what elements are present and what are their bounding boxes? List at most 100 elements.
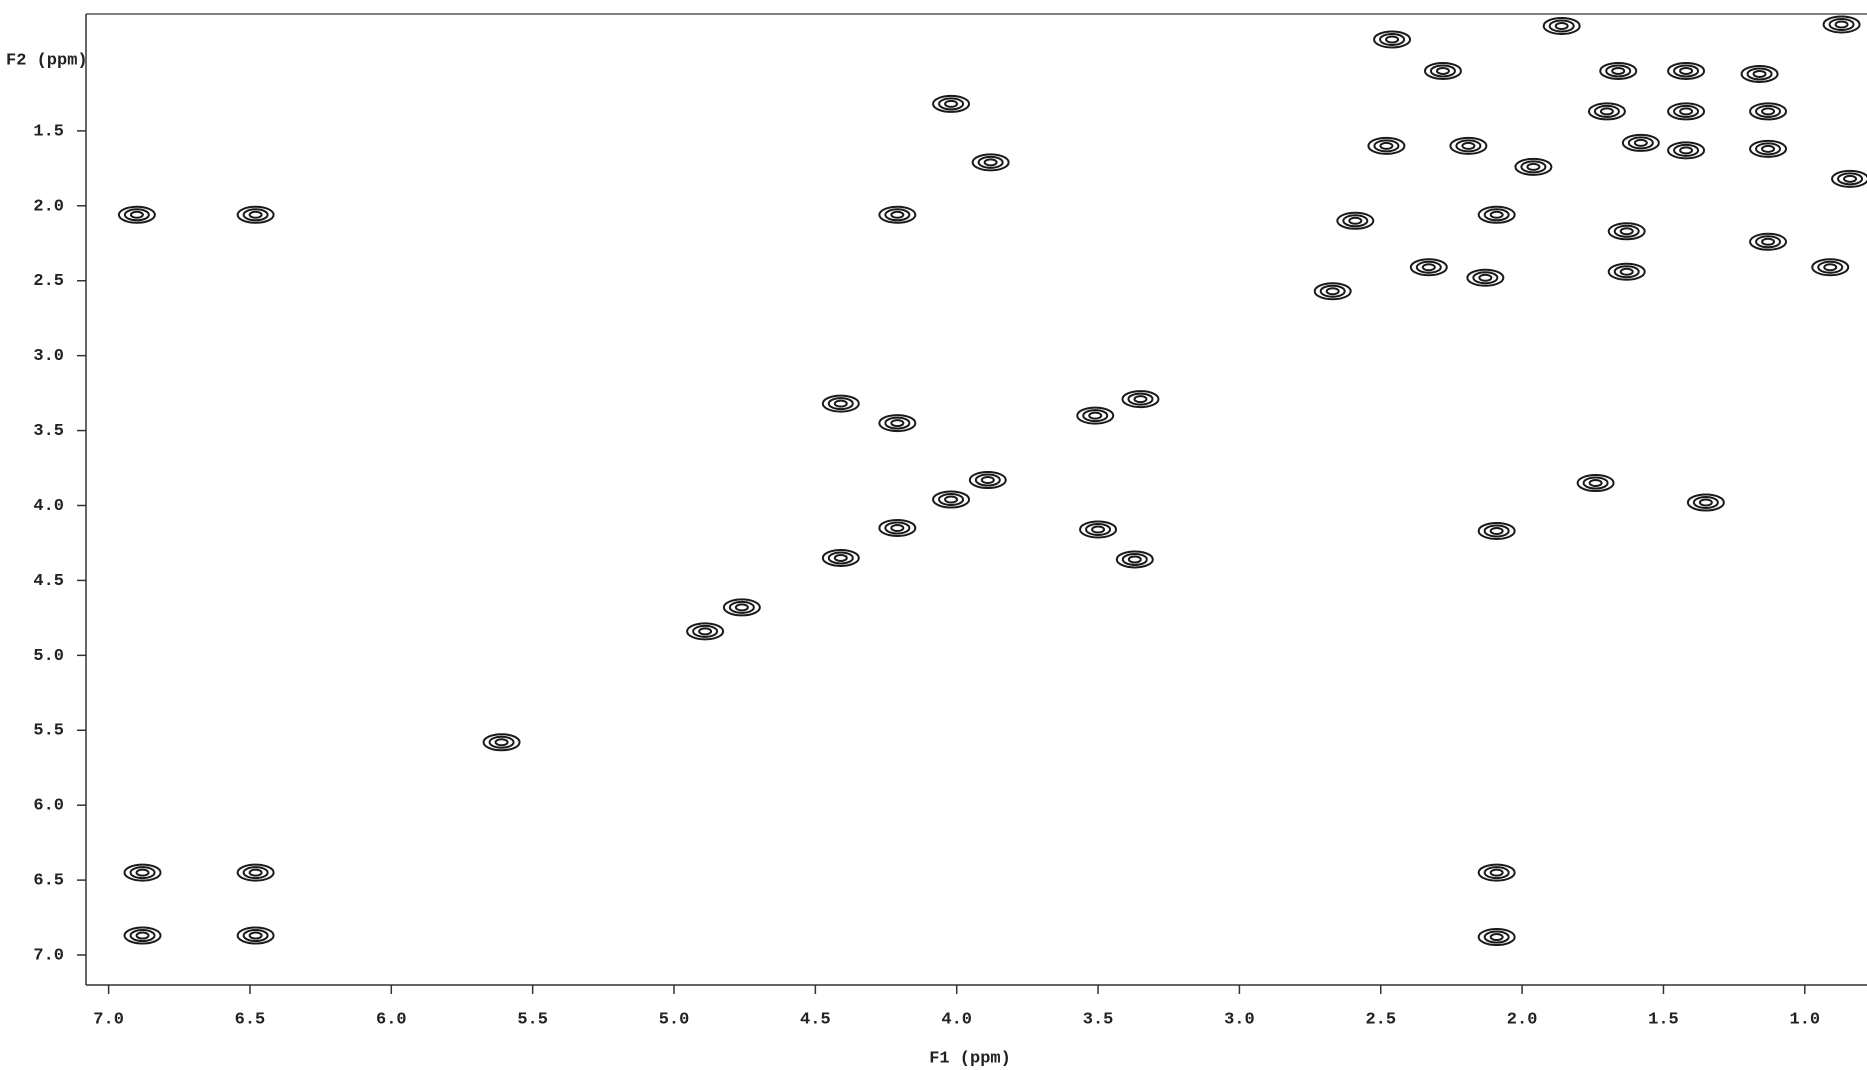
contour (1607, 262, 1646, 281)
cross-peak (123, 926, 162, 945)
contour (1692, 495, 1719, 509)
contour (734, 603, 749, 612)
contour (1091, 525, 1106, 534)
cross-peak (1477, 205, 1516, 224)
contour (1133, 395, 1148, 404)
cross-peak (1409, 258, 1448, 277)
contour (1588, 479, 1603, 488)
contour (968, 471, 1007, 490)
cross-peak (1477, 928, 1516, 947)
y-tick-label: 2.5 (33, 272, 64, 291)
cross-peak (117, 205, 156, 224)
cross-peak (821, 394, 860, 413)
cross-peak (878, 414, 917, 433)
contour (1514, 157, 1553, 176)
contour (248, 210, 263, 219)
x-tick-label: 3.5 (1083, 1010, 1114, 1029)
contour (1489, 868, 1504, 877)
contour (728, 600, 755, 614)
contour (1325, 287, 1340, 296)
contour (1673, 64, 1700, 78)
contour (1421, 263, 1436, 272)
contour (1673, 104, 1700, 118)
cross-peak (932, 490, 971, 509)
cross-peak (1621, 133, 1660, 152)
contour (1379, 32, 1406, 46)
y-tick-label: 7.0 (33, 947, 64, 966)
cross-peak (1466, 268, 1505, 287)
contour (1740, 64, 1779, 83)
contour (242, 929, 269, 943)
x-tick-label: 3.0 (1224, 1010, 1255, 1029)
contour (1483, 930, 1510, 944)
x-tick-label: 1.0 (1790, 1010, 1821, 1029)
contour (123, 863, 162, 882)
contour (1749, 102, 1788, 121)
contour (1477, 205, 1516, 224)
cross-peak (878, 518, 917, 537)
cross-peak (236, 205, 275, 224)
contour (1587, 102, 1626, 121)
cross-peak (686, 622, 725, 641)
contour (833, 399, 848, 408)
contour (884, 416, 911, 430)
contour (1082, 409, 1109, 423)
contour (1373, 139, 1400, 153)
x-tick-label: 4.5 (800, 1010, 831, 1029)
contour (1679, 66, 1694, 75)
y-tick-label: 3.5 (33, 422, 64, 441)
contour (1554, 21, 1569, 30)
contour (1667, 61, 1706, 80)
contour (1466, 268, 1505, 287)
contour (1079, 520, 1118, 539)
contour (1822, 15, 1861, 34)
contour (1461, 141, 1476, 150)
cross-peak (1115, 550, 1154, 569)
contour (1667, 141, 1706, 160)
contour (494, 738, 509, 747)
contour (1483, 524, 1510, 538)
contour (1542, 16, 1581, 35)
cross-peak (1607, 222, 1646, 241)
contour (1627, 136, 1654, 150)
y-tick-label: 4.0 (33, 497, 64, 516)
x-tick-label: 7.0 (93, 1010, 124, 1029)
x-tick-label: 5.5 (517, 1010, 548, 1029)
contour (1076, 406, 1115, 425)
contour (1834, 20, 1849, 29)
contour (1828, 17, 1855, 31)
contour (1336, 211, 1375, 230)
cross-peak (1477, 863, 1516, 882)
contour (242, 866, 269, 880)
contour (932, 94, 971, 113)
contour (1449, 136, 1488, 155)
cross-peak (878, 205, 917, 224)
cross-peak (1607, 262, 1646, 281)
contour (722, 598, 761, 617)
cross-peak (1749, 139, 1788, 158)
y-tick-label: 6.5 (33, 872, 64, 891)
cross-peak (1336, 211, 1375, 230)
contour (129, 929, 156, 943)
contour (1409, 258, 1448, 277)
cross-peak (1449, 136, 1488, 155)
contour (878, 205, 917, 224)
cross-peak (1667, 141, 1706, 160)
contour (1593, 104, 1620, 118)
contour (1679, 107, 1694, 116)
contour (698, 627, 713, 636)
y-tick-label: 5.0 (33, 647, 64, 666)
cross-peak (1313, 282, 1352, 301)
contour (890, 419, 905, 428)
cross-peak (1749, 102, 1788, 121)
contour (1633, 138, 1648, 147)
cross-peak (1587, 102, 1626, 121)
contour (1478, 273, 1493, 282)
contour (827, 551, 854, 565)
contour (129, 866, 156, 880)
contour (135, 868, 150, 877)
cross-peak (1121, 390, 1160, 409)
contour (236, 863, 275, 882)
cross-peak (1079, 520, 1118, 539)
cross-peak (1667, 102, 1706, 121)
